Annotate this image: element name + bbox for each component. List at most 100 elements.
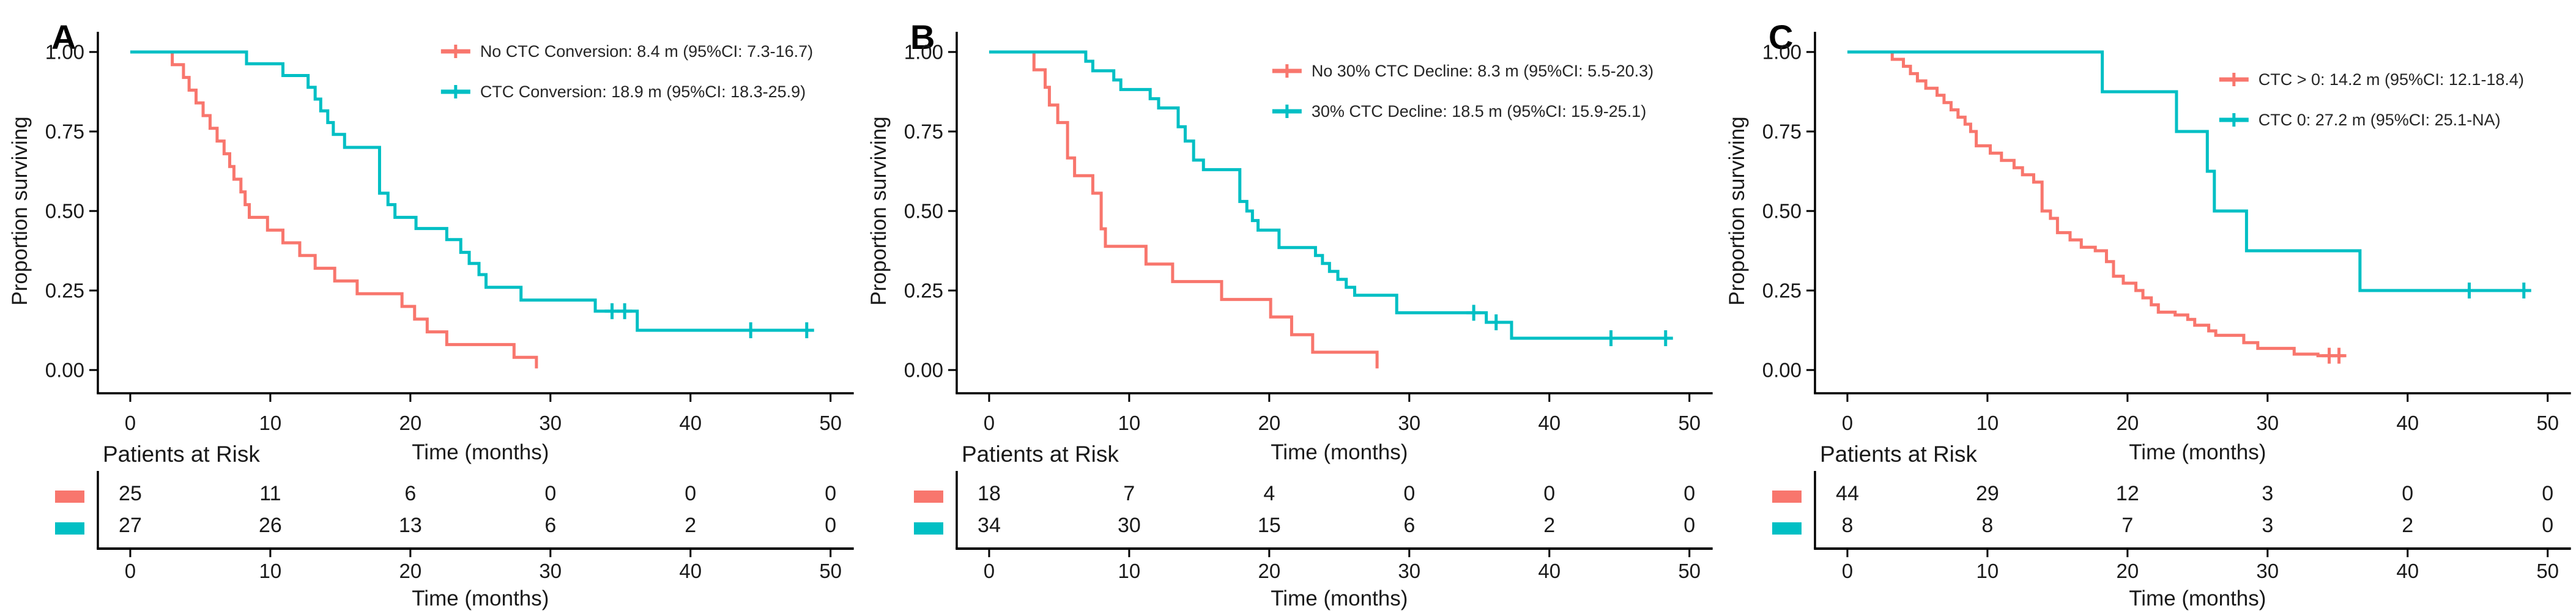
x-tick-label: 10 [1977, 412, 1999, 434]
y-tick-label: 1.00 [1762, 40, 1802, 63]
risk-count: 2 [2402, 514, 2414, 537]
y-axis-title: Proportion surviving [8, 116, 32, 305]
x-tick-label: 50 [2537, 412, 2559, 434]
risk-count: 3 [2262, 514, 2274, 537]
risk-table-title: Patients at Risk [103, 442, 260, 467]
risk-x-tick-label: 10 [1977, 560, 1999, 582]
x-axis-title: Time (months) [1271, 440, 1408, 464]
risk-count: 0 [2542, 514, 2554, 537]
survival-curve-red-b [989, 50, 1379, 369]
y-tick-label: 0.00 [1762, 358, 1802, 381]
risk-row-swatch [913, 522, 943, 535]
y-tick-label: 0.75 [904, 120, 943, 143]
risk-count: 0 [825, 482, 836, 505]
risk-count: 0 [544, 482, 556, 505]
x-tick-label: 0 [125, 412, 136, 434]
risk-count: 0 [1683, 482, 1695, 505]
x-tick-label: 50 [819, 412, 842, 434]
survival-curve-teal-b [989, 50, 1668, 340]
risk-count: 6 [404, 482, 416, 505]
y-tick-label: 0.75 [1762, 120, 1802, 143]
risk-x-tick-label: 30 [2257, 560, 2279, 582]
risk-x-tick-label: 40 [1538, 560, 1561, 582]
risk-row-swatch [54, 522, 84, 535]
risk-count: 0 [2402, 482, 2414, 505]
x-tick-label: 30 [539, 412, 562, 434]
panel-label-a: A [51, 18, 76, 56]
legend-label: CTC Conversion: 18.9 m (95%CI: 18.3-25.9… [480, 83, 806, 101]
x-tick-label: 20 [399, 412, 421, 434]
x-tick-label: 40 [1538, 412, 1561, 434]
risk-x-tick-label: 40 [2397, 560, 2419, 582]
y-tick-label: 1.00 [904, 40, 943, 63]
risk-count: 18 [978, 482, 1001, 505]
x-tick-label: 20 [1258, 412, 1280, 434]
risk-count: 0 [2542, 482, 2554, 505]
risk-x-tick-label: 30 [539, 560, 562, 582]
risk-count: 8 [1982, 514, 1994, 537]
risk-count: 29 [1976, 482, 1999, 505]
risk-count: 6 [544, 514, 556, 537]
y-tick-label: 0.25 [904, 279, 943, 302]
risk-x-tick-label: 50 [1678, 560, 1701, 582]
legend-label: No 30% CTC Decline: 8.3 m (95%CI: 5.5-20… [1311, 62, 1653, 80]
risk-count: 4 [1263, 482, 1275, 505]
risk-x-tick-label: 0 [1842, 560, 1853, 582]
x-tick-label: 30 [2257, 412, 2279, 434]
risk-count: 0 [825, 514, 836, 537]
panel-b: B 1.00 0.75 0.50 0.25 0.00 0 10 20 30 40 50 Time (mo… [859, 0, 1718, 611]
risk-count: 2 [1543, 514, 1555, 537]
risk-count: 0 [685, 482, 696, 505]
x-tick-label: 0 [983, 412, 994, 434]
risk-row-swatch [1772, 491, 1802, 503]
risk-x-tick-label: 50 [819, 560, 842, 582]
risk-count: 8 [1842, 514, 1854, 537]
survival-curve-teal-a [130, 50, 810, 332]
risk-x-tick-label: 20 [2117, 560, 2139, 582]
risk-x-tick-label: 0 [125, 560, 136, 582]
risk-count: 44 [1836, 482, 1859, 505]
legend-label: 30% CTC Decline: 18.5 m (95%CI: 15.9-25.… [1311, 102, 1646, 120]
panel-a: A 1.00 0.75 0.50 0.25 0.00 0 10 20 30 40 50 Time (mo… [0, 0, 859, 611]
y-tick-label: 0.25 [1762, 279, 1802, 302]
panel-label-c: C [1769, 18, 1793, 56]
risk-table-title: Patients at Risk [962, 442, 1119, 467]
x-axis-title: Time (months) [2129, 440, 2266, 464]
risk-count: 2 [685, 514, 696, 537]
risk-count: 13 [399, 514, 422, 537]
y-tick-label: 0.00 [45, 358, 84, 381]
survival-curve-teal-c [1847, 50, 2527, 292]
risk-x-tick-label: 40 [679, 560, 702, 582]
risk-count: 0 [1403, 482, 1415, 505]
y-tick-label: 0.50 [1762, 199, 1802, 222]
risk-x-tick-label: 30 [1398, 560, 1420, 582]
risk-count: 26 [259, 514, 282, 537]
survival-curve-red-c [1847, 50, 2345, 358]
y-tick-label: 0.00 [904, 358, 943, 381]
risk-count: 0 [1543, 482, 1555, 505]
x-tick-label: 0 [1842, 412, 1853, 434]
risk-row-swatch [54, 491, 84, 503]
risk-row-swatch [1772, 522, 1802, 535]
risk-x-axis-title: Time (months) [412, 587, 549, 610]
legend-label: CTC 0: 27.2 m (95%CI: 25.1-NA) [2259, 111, 2501, 129]
risk-row-swatch [913, 491, 943, 503]
risk-count: 6 [1403, 514, 1415, 537]
risk-count: 11 [259, 482, 281, 505]
x-tick-label: 20 [2117, 412, 2139, 434]
panel-c: C 1.00 0.75 0.50 0.25 0.00 0 10 20 30 40 50 Time (mo… [1717, 0, 2576, 611]
risk-x-tick-label: 20 [399, 560, 421, 582]
y-tick-label: 0.25 [45, 279, 84, 302]
risk-count: 15 [1258, 514, 1281, 537]
risk-x-axis-title: Time (months) [2129, 587, 2266, 610]
y-tick-label: 0.50 [904, 199, 943, 222]
risk-table-title: Patients at Risk [1820, 442, 1977, 467]
risk-count: 34 [978, 514, 1001, 537]
risk-x-tick-label: 50 [2537, 560, 2559, 582]
y-tick-label: 0.50 [45, 199, 84, 222]
risk-x-tick-label: 10 [1118, 560, 1140, 582]
x-tick-label: 40 [2397, 412, 2419, 434]
